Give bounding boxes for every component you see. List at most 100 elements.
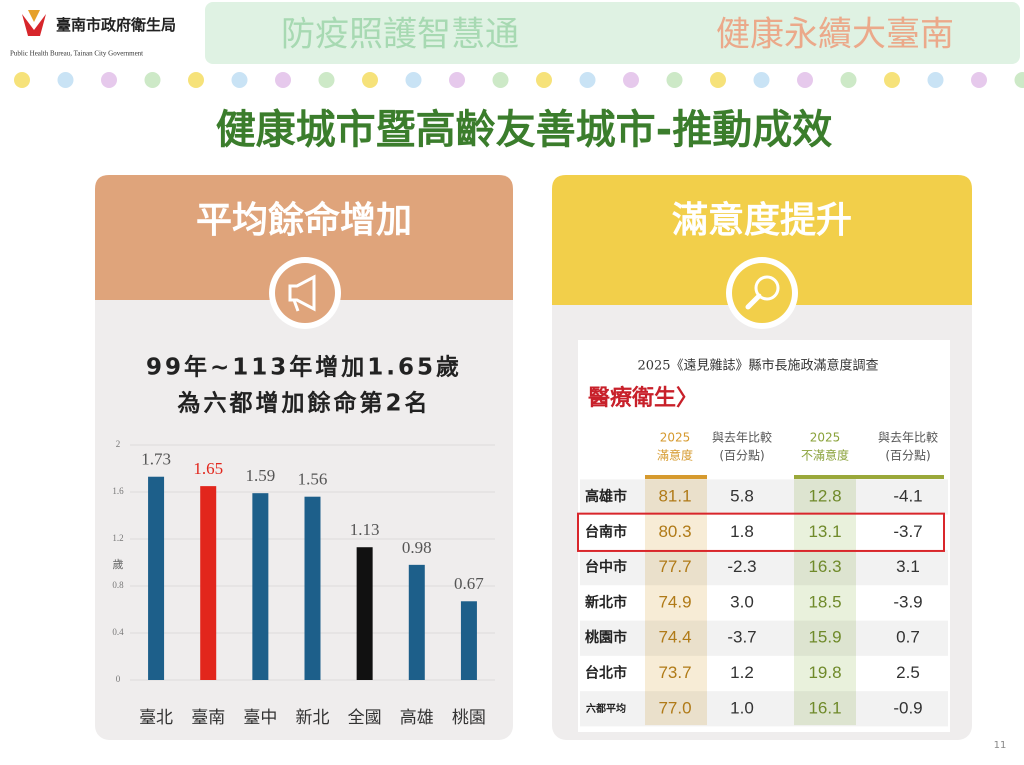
table-cell: -3.7: [727, 628, 756, 647]
dot: [275, 72, 291, 88]
dot: [231, 72, 248, 88]
page-number: 11: [994, 740, 1007, 751]
column-header: 2025: [810, 431, 841, 445]
table-card: [578, 340, 950, 732]
table-cell: 12.8: [808, 486, 841, 505]
bar: [356, 547, 373, 680]
logo-text: 臺南市政府衛生局: [56, 16, 176, 34]
column-header: (百分點): [885, 449, 930, 463]
row-shade: [580, 479, 948, 515]
x-tick-label: 全國: [348, 708, 382, 728]
dot: [362, 72, 378, 88]
panel-heading: 平均餘命增加: [196, 199, 412, 241]
row-shade: [580, 691, 948, 727]
table-cell: -3.9: [893, 592, 922, 611]
table-cell: -3.7: [893, 522, 922, 541]
table-cell: 15.9: [808, 628, 841, 647]
dot: [884, 72, 900, 88]
table-cell: 77.7: [658, 557, 691, 576]
panel: [95, 175, 513, 740]
row-label: 高雄市: [585, 488, 627, 505]
bar: [408, 564, 425, 680]
dot: [492, 72, 509, 88]
dot: [797, 72, 813, 88]
dot: [57, 72, 74, 88]
row-shade: [580, 620, 948, 656]
dot: [144, 72, 161, 88]
summary-line: 為六都增加餘命第2名: [177, 390, 430, 417]
y-tick-label: 2: [116, 439, 121, 449]
panel-heading-band: [95, 175, 513, 300]
x-tick-label: 新北: [296, 708, 330, 728]
dot: [1014, 72, 1024, 88]
value-label: 1.65: [193, 459, 223, 478]
column-header: 2025: [660, 431, 691, 445]
x-tick-label: 臺北: [139, 708, 173, 728]
x-tick-label: 臺中: [243, 708, 277, 728]
bar: [460, 601, 477, 680]
column-shade: [794, 478, 856, 726]
table-subtitle: 醫療衛生〉: [588, 385, 698, 411]
table-cell: 73.7: [658, 663, 691, 682]
slogan: 防疫照護智慧通: [281, 15, 519, 55]
dot: [971, 72, 987, 88]
value-label: 1.59: [245, 466, 275, 485]
table-cell: 1.2: [730, 663, 754, 682]
x-tick-label: 桃園: [452, 708, 486, 728]
dot: [710, 72, 726, 88]
value-label: 1.73: [141, 450, 171, 469]
dot: [405, 72, 422, 88]
y-axis-label: 歲: [113, 557, 124, 571]
column-header: 滿意度: [657, 448, 693, 463]
column-header: 不滿意度: [801, 448, 849, 463]
value-label: 1.13: [350, 520, 380, 539]
table-cell: -2.3: [727, 557, 756, 576]
dot: [101, 72, 117, 88]
slogan: 健康永續大臺南: [716, 15, 954, 55]
table-cell: 16.3: [808, 557, 841, 576]
dot: [927, 72, 944, 88]
dot: [536, 72, 552, 88]
panel-heading-band: [552, 175, 972, 305]
summary-line: 99年~113年增加1.65歲: [146, 354, 462, 381]
table-cell: 74.4: [658, 628, 691, 647]
y-tick-label: 1.6: [112, 486, 124, 496]
table-cell: 0.7: [896, 628, 920, 647]
dot-row: [14, 72, 1024, 88]
megaphone-icon: [269, 257, 341, 329]
column-shade: [645, 478, 707, 726]
row-label: 桃園市: [585, 629, 627, 646]
table-cell: 5.8: [730, 486, 754, 505]
logo: [22, 10, 46, 36]
dot: [623, 72, 639, 88]
x-tick-label: 高雄: [400, 708, 434, 728]
dot: [318, 72, 335, 88]
panel-heading: 滿意度提升: [672, 200, 852, 241]
dot: [666, 72, 683, 88]
table-cell: -0.9: [893, 698, 922, 717]
dot: [753, 72, 770, 88]
row-label: 台南市: [585, 523, 627, 540]
bar: [200, 486, 217, 680]
row-label: 新北市: [585, 594, 627, 611]
highlight-box: [577, 512, 945, 552]
dot: [449, 72, 465, 88]
table-cell: -4.1: [893, 486, 922, 505]
bar: [304, 496, 321, 680]
table-cell: 1.8: [730, 522, 754, 541]
row-label: 六都平均: [586, 702, 626, 715]
table-cell: 3.1: [896, 557, 920, 576]
table-cell: 1.0: [730, 698, 754, 717]
y-tick-label: 0: [116, 674, 121, 684]
row-label: 台北市: [585, 665, 627, 682]
dot: [14, 72, 30, 88]
table-cell: 81.1: [658, 486, 691, 505]
row-shade: [580, 549, 948, 586]
table-cell: 18.5: [808, 592, 841, 611]
slide-title: 健康城市暨高齡友善城市-推動成效: [216, 107, 833, 153]
table-cell: 16.1: [808, 698, 841, 717]
column-header: 與去年比較: [712, 430, 772, 445]
dot: [188, 72, 204, 88]
